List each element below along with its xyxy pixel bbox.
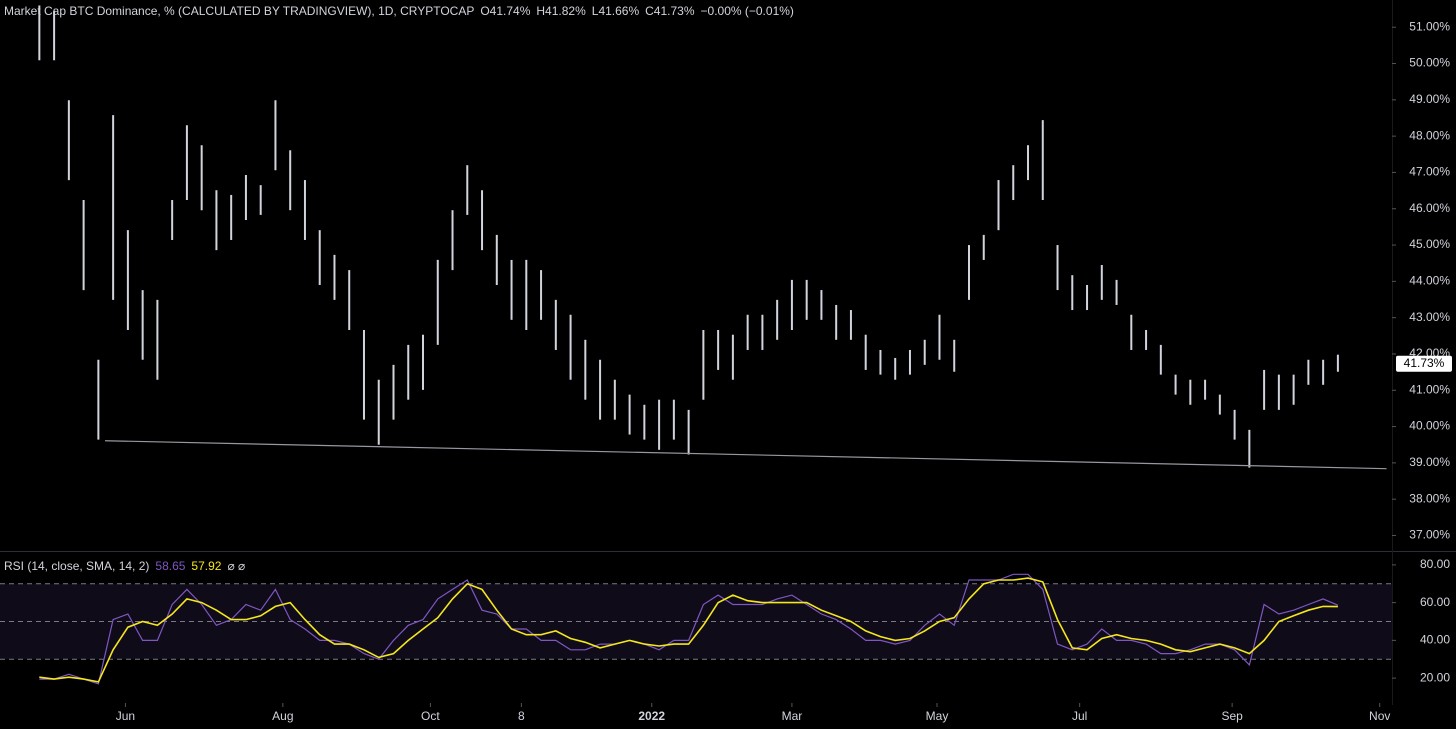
chart-header: Market Cap BTC Dominance, % (CALCULATED … [4,4,794,18]
y-tick-label: 60.00 [1420,595,1450,609]
y-tick-label: 45.00% [1409,237,1450,251]
x-tick-label: Jun [116,709,135,723]
x-tick-label: 2022 [638,709,665,723]
y-tick-label: 44.00% [1409,274,1450,288]
y-tick-label: 51.00% [1409,19,1450,33]
y-tick-label: 43.00% [1409,310,1450,324]
rsi-legend-value: 58.65 [155,559,185,573]
y-tick-label: 41.00% [1409,382,1450,396]
rsi-sma-line [39,577,1338,683]
x-tick-label: Jul [1072,709,1087,723]
y-tick-label: 48.00% [1409,128,1450,142]
y-tick-label: 47.00% [1409,165,1450,179]
rsi-header: RSI (14, close, SMA, 14, 2) 58.65 57.92 ⌀ ⌀ [4,559,245,573]
legend-icons: ⌀ ⌀ [227,559,245,573]
last-price-label: 41.73% [1404,356,1445,370]
sma-legend-value: 57.92 [191,559,221,573]
y-tick-label: 50.00% [1409,56,1450,70]
y-tick-label: 20.00 [1420,670,1450,684]
x-tick-label: 8 [518,709,525,723]
trendline [105,440,1387,470]
x-tick-label: Oct [421,709,440,723]
y-tick-label: 40.00% [1409,419,1450,433]
rsi-title: RSI (14, close, SMA, 14, 2) [4,559,149,573]
y-tick-label: 40.00 [1420,633,1450,647]
x-tick-label: Aug [272,709,293,723]
y-tick-label: 80.00 [1420,557,1450,571]
change-label: −0.00% (−0.01%) [701,4,794,18]
last-price-box [1396,355,1452,372]
y-tick-label: 49.00% [1409,92,1450,106]
y-tick-label: 39.00% [1409,455,1450,469]
chart-title: Market Cap BTC Dominance, % (CALCULATED … [4,4,474,18]
x-tick-label: Nov [1369,709,1390,723]
y-tick-label: 38.00% [1409,491,1450,505]
x-tick-label: Sep [1221,709,1243,723]
ohlc-label: O41.74% [480,4,530,18]
rsi-line [39,573,1339,685]
ohlc-label: L41.66% [592,4,640,18]
ohlc-label: H41.82% [536,4,586,18]
ohlc-label: C41.73% [645,4,695,18]
y-tick-label: 46.00% [1409,201,1450,215]
x-tick-label: May [926,709,949,723]
x-tick-label: Mar [782,709,803,723]
y-tick-label: 37.00% [1409,528,1450,542]
